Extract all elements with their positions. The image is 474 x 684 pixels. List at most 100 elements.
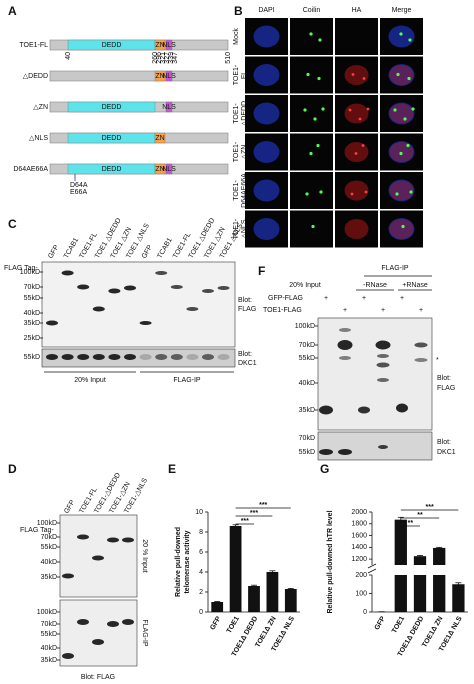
gel-band [77,534,89,540]
marker-label: 100kD [37,609,57,616]
gel-band [61,270,74,276]
gel-band [414,358,428,362]
mutation-label: D64A [70,182,88,189]
gel-band [77,284,90,290]
coilin-body [321,107,325,111]
gel-band [108,288,121,294]
gel-band [61,354,74,360]
group-label: -RNase [363,282,387,289]
gel-band [92,306,105,312]
row-label: Mock [233,28,240,45]
gel-band [338,449,352,455]
panel-label: C [8,217,17,231]
nucleus [253,102,280,125]
micrograph [335,18,378,55]
bar [266,572,279,612]
condition-mark: + [400,295,404,302]
ha-signal [389,103,414,124]
x-tick-label: GFP [209,615,222,631]
coilin-body [403,117,407,121]
marker-label: 55kD [299,449,315,456]
marker-label: 55kD [41,631,57,638]
marker-label: 70kD [41,621,57,628]
axis-break [367,563,377,569]
marker-label: 70kD [24,284,40,291]
column-header: Merge [392,7,412,14]
domain-label: NLS [162,166,176,173]
coilin-body [313,117,317,121]
significance-label: *** [426,504,434,511]
domain [154,70,166,82]
coilin-body [303,108,307,112]
domain [165,70,173,82]
gel-band [186,307,199,311]
marker-label: 55kD [24,354,40,361]
coilin-body [406,143,410,148]
tag-label: FLAG Tag- [4,265,38,272]
y-tick-label: 2 [199,589,203,596]
row-label: TOE1- [233,64,240,85]
blot-label: Blot: [437,439,451,446]
gel-band [202,289,214,293]
bar [413,575,427,612]
significance-label: ** [408,520,414,527]
protein-bar [49,70,229,82]
domain-label: NLS [162,73,176,80]
gel-band [377,354,389,358]
column-header: HA [352,7,362,14]
nucleus [253,25,280,48]
blot [317,317,433,431]
column-header: DAPI [258,7,274,14]
domain-label: DEDD [102,135,122,142]
bar [284,589,297,612]
gel-band [170,285,183,289]
construct-name: △ZN [33,104,48,111]
gel-band [92,354,105,360]
marker-label: 35kD [24,320,40,327]
panel-label: A [8,4,17,18]
domain-label: ZN [155,166,164,173]
gel-band [155,271,168,275]
ha-focus [364,190,368,194]
panel-label: D [8,462,17,476]
panel-label: G [320,462,329,476]
marker-label: 55kD [41,544,57,551]
row-label: TOE1- [233,141,240,162]
condition-mark: + [362,295,366,302]
domain-label: DEDD [102,104,122,111]
significance-label: *** [259,502,267,509]
gel-band [77,619,89,625]
gel-band [358,406,370,414]
gel-band [202,354,214,360]
group-label: 20% Input [74,377,106,384]
gel-band [46,354,58,360]
lane-label: GFP [141,244,154,260]
bar [433,547,446,565]
nucleus [253,179,280,202]
marker-label: 40kD [41,559,57,566]
ha-signal [344,142,369,162]
condition-mark: + [343,307,347,314]
coilin-body [316,143,320,148]
ha-signal [389,219,414,239]
marker-label: 40kD [41,645,57,652]
gel-band [375,340,391,350]
bar [433,575,446,612]
residue-position: 260 [152,52,159,64]
row-label: TOE1- [233,103,240,124]
group-label: 20% Input [289,282,321,289]
panel-label: E [168,462,176,476]
gel-band [377,378,389,382]
domain-label: NLS [162,104,176,111]
axis-break [367,568,377,574]
y-tick-label: 4 [199,569,203,576]
coilin-body [411,107,415,111]
gel-band [139,321,152,325]
construct-name: △DEDD [23,73,48,80]
blot-label: FLAG [238,306,256,313]
micrograph [290,56,333,94]
ha-signal [344,219,369,239]
y-tick-label: 10 [195,509,203,516]
bar [229,526,242,612]
